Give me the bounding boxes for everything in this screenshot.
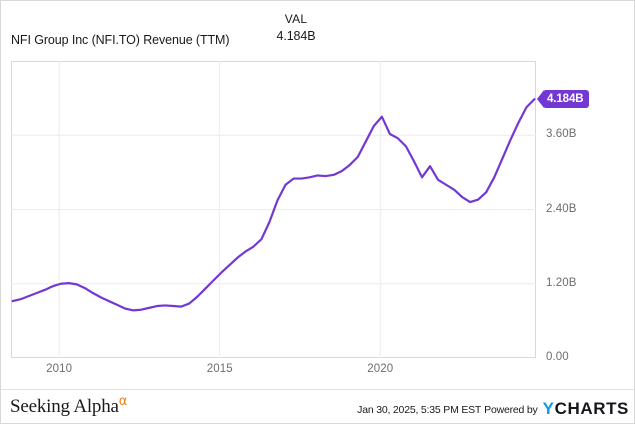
y-axis-tick-label: 2.40B (546, 202, 577, 215)
x-axis-tick-label: 2015 (206, 363, 233, 375)
chart-footer: Seeking Alphaα Jan 30, 2025, 5:35 PM EST… (1, 389, 635, 425)
y-axis-tick-label: 3.60B (546, 128, 577, 141)
seeking-alpha-logo: Seeking Alphaα (10, 394, 127, 418)
y-axis-tick-label: 1.20B (546, 276, 577, 289)
x-axis-tick-label: 2010 (46, 363, 73, 375)
x-gridlines (58, 61, 381, 358)
y-axis-tick-label: 0.00 (546, 351, 569, 363)
revenue-series-line (11, 98, 536, 312)
value-column-value: 4.184B (276, 29, 316, 43)
ycharts-logo-y: Y (542, 399, 555, 418)
plot-area (11, 61, 536, 358)
seeking-alpha-wordmark: Seeking Alpha (10, 396, 119, 417)
last-value-badge-arrow (537, 90, 544, 109)
last-value-badge-label: 4.184B (543, 90, 590, 109)
powered-by-label: Powered by (484, 404, 538, 416)
chart-header: NFI Group Inc (NFI.TO) Revenue (TTM) VAL… (1, 1, 635, 57)
timestamp: Jan 30, 2025, 5:35 PM EST (357, 404, 482, 416)
revenue-line-chart (11, 61, 536, 358)
value-column-header: VAL (284, 12, 308, 26)
alpha-glyph-icon: α (118, 394, 128, 409)
page-title: NFI Group Inc (NFI.TO) Revenue (TTM) (11, 33, 230, 47)
x-axis-tick-label: 2020 (367, 363, 394, 375)
ycharts-logo-wordmark: CHARTS (554, 399, 629, 418)
value-column: VAL 4.184B (259, 11, 333, 45)
ycharts-logo: YCHARTS (543, 400, 629, 417)
footer-attribution: Jan 30, 2025, 5:35 PM EST Powered by YCH… (357, 399, 629, 417)
